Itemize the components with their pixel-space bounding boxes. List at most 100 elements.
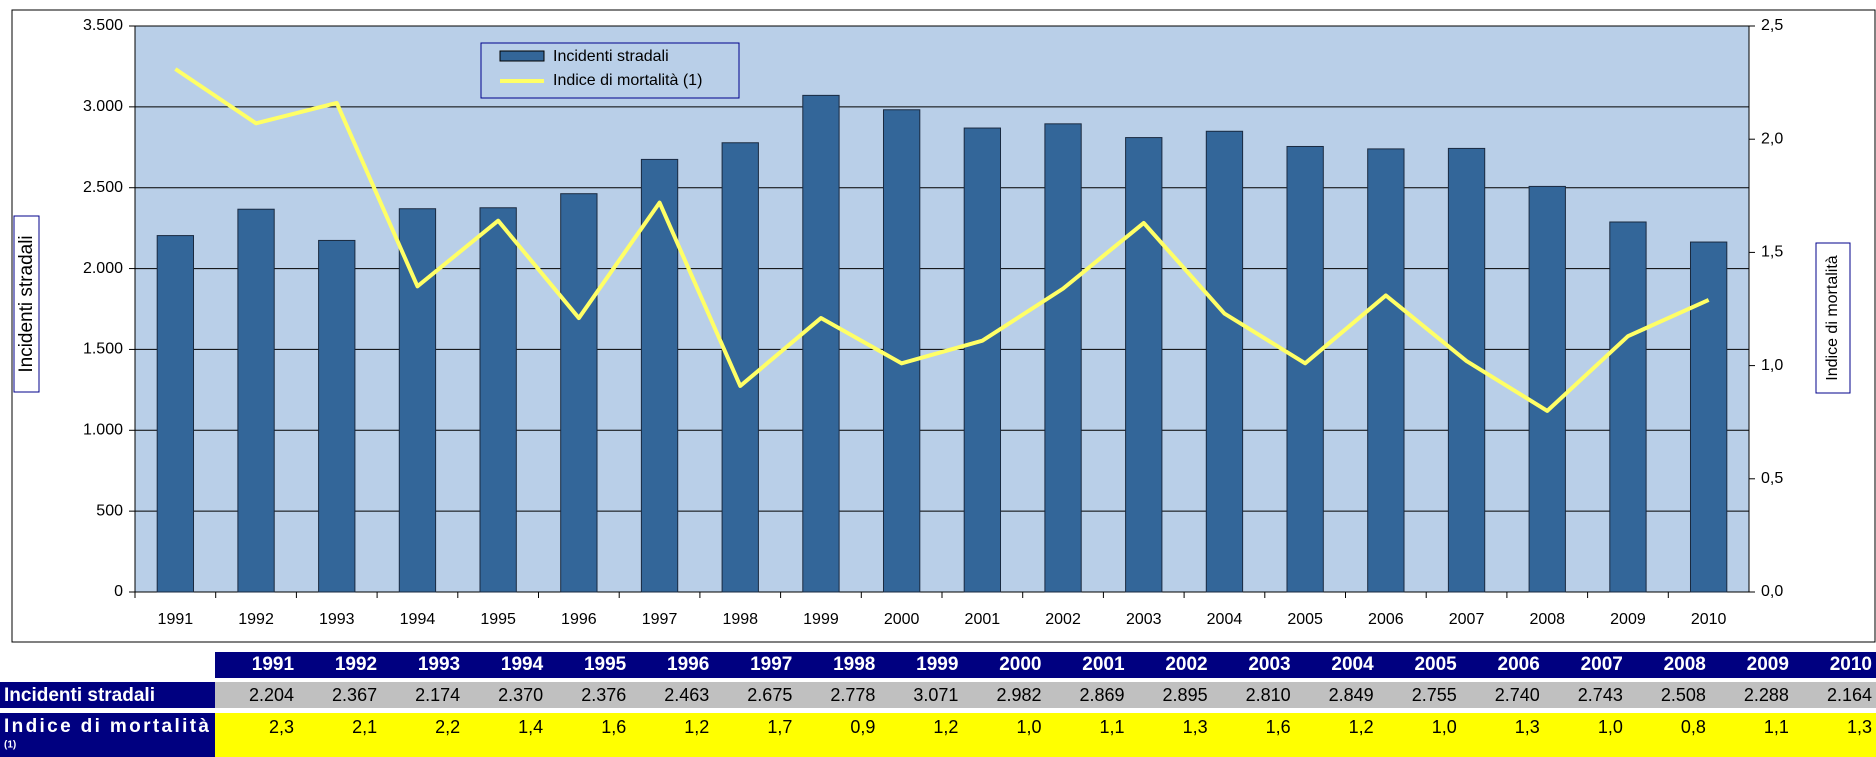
y2-axis-title: Indice di mortalità xyxy=(1824,255,1841,380)
table-header: 2007 xyxy=(1581,654,1623,675)
table-header: 2009 xyxy=(1747,654,1789,675)
table-cell: 2.740 xyxy=(1495,685,1540,705)
table-cell: 1,3 xyxy=(1183,717,1208,737)
table-header: 1998 xyxy=(833,654,875,675)
y-tick-label: 500 xyxy=(96,502,123,519)
bar xyxy=(1528,185,1566,593)
table-cell: 2.778 xyxy=(830,685,875,705)
x-tick-label: 2000 xyxy=(884,611,920,628)
bar xyxy=(1044,123,1082,593)
row-label-bg xyxy=(0,682,215,708)
bar xyxy=(560,193,598,593)
bar xyxy=(963,127,1002,593)
row-label: Indice di mortalità xyxy=(4,716,209,737)
table-header: 2000 xyxy=(999,654,1041,675)
x-tick-label: 2008 xyxy=(1529,611,1565,628)
line xyxy=(174,67,1710,413)
bar xyxy=(237,208,275,593)
bar xyxy=(398,208,437,593)
table-cell: 2.743 xyxy=(1578,685,1623,705)
x-tick-label: 2006 xyxy=(1368,611,1404,628)
bar xyxy=(1447,147,1486,593)
bar xyxy=(1205,130,1244,593)
table-header: 2006 xyxy=(1498,654,1540,675)
legend-swatch xyxy=(499,50,545,62)
bar xyxy=(721,142,759,593)
legend-label: Indice di mortalità (1) xyxy=(553,72,702,89)
x-tick-label: 1991 xyxy=(158,611,194,628)
table-header: 2002 xyxy=(1165,654,1207,675)
x-tick-label: 2001 xyxy=(965,611,1001,628)
y-tick-label: 3.000 xyxy=(83,98,123,115)
bar xyxy=(479,207,517,593)
table-header: 1996 xyxy=(667,654,709,675)
x-tick-label: 2005 xyxy=(1287,611,1323,628)
table-cell: 2.675 xyxy=(747,685,792,705)
table-cell: 2.463 xyxy=(664,685,709,705)
table-header: 2001 xyxy=(1082,654,1125,675)
table-header: 1991 xyxy=(252,654,295,675)
table-cell: 1,1 xyxy=(1100,717,1125,737)
table-cell: 2,2 xyxy=(435,717,460,737)
y2-title-box xyxy=(1815,242,1851,394)
row-label: Incidenti stradali xyxy=(4,685,155,706)
x-tick-label: 2003 xyxy=(1126,611,1162,628)
table-header-bg xyxy=(215,652,1876,678)
table-cell: 2.367 xyxy=(332,685,377,705)
table-cell: 1,4 xyxy=(518,717,543,737)
table-cell: 1,3 xyxy=(1847,717,1872,737)
table-cell: 2.895 xyxy=(1163,685,1208,705)
table-cell: 1,0 xyxy=(1016,717,1041,737)
bar xyxy=(640,158,679,593)
x-tick-label: 1992 xyxy=(238,611,274,628)
y-tick-label: 1.500 xyxy=(83,341,123,358)
table-cell: 1,0 xyxy=(1598,717,1623,737)
table-header: 1997 xyxy=(750,654,792,675)
table-cell: 1,7 xyxy=(767,717,792,737)
row-label-bg xyxy=(0,713,215,757)
table-header: 1994 xyxy=(501,654,544,675)
table-header: 1995 xyxy=(584,654,627,675)
row-bg xyxy=(215,713,1876,757)
table-cell: 2.755 xyxy=(1412,685,1457,705)
y-tick-label: 2.000 xyxy=(83,260,123,277)
x-tick-label: 1994 xyxy=(400,611,436,628)
x-tick-label: 2009 xyxy=(1610,611,1646,628)
y2-tick-label: 0,5 xyxy=(1761,470,1783,487)
y2-tick-label: 2,5 xyxy=(1761,17,1783,34)
table-cell: 2.376 xyxy=(581,685,626,705)
table-cell: 1,6 xyxy=(1266,717,1291,737)
table-header: 2004 xyxy=(1331,654,1374,675)
y-tick-label: 0 xyxy=(114,583,123,600)
bar xyxy=(1286,145,1324,593)
table-cell: 1,2 xyxy=(933,717,958,737)
x-tick-label: 1995 xyxy=(480,611,516,628)
table-header: 1992 xyxy=(335,654,377,675)
y2-tick-label: 1,5 xyxy=(1761,244,1783,261)
plot-area xyxy=(135,26,1749,592)
table-cell: 1,2 xyxy=(1349,717,1374,737)
legend-label: Incidenti stradali xyxy=(553,48,669,65)
table-cell: 2.810 xyxy=(1246,685,1291,705)
bar xyxy=(1367,148,1405,593)
x-tick-label: 1997 xyxy=(642,611,678,628)
x-tick-label: 2004 xyxy=(1207,611,1243,628)
y-tick-label: 2.500 xyxy=(83,179,123,196)
table-cell: 2.164 xyxy=(1827,685,1872,705)
bar xyxy=(318,239,356,593)
y2-tick-label: 2,0 xyxy=(1761,130,1783,147)
table-cell: 2.204 xyxy=(249,685,294,705)
table-cell: 1,1 xyxy=(1764,717,1789,737)
table-cell: 2.174 xyxy=(415,685,460,705)
y-title-box xyxy=(13,215,40,393)
table-cell: 2.869 xyxy=(1080,685,1125,705)
table-header: 2005 xyxy=(1414,654,1457,675)
y2-tick-label: 1,0 xyxy=(1761,357,1783,374)
x-tick-label: 2002 xyxy=(1045,611,1081,628)
bar xyxy=(802,94,840,593)
bar xyxy=(882,109,921,593)
table-cell: 1,0 xyxy=(1432,717,1457,737)
bar xyxy=(1609,221,1647,593)
y-tick-label: 3.500 xyxy=(83,17,123,34)
